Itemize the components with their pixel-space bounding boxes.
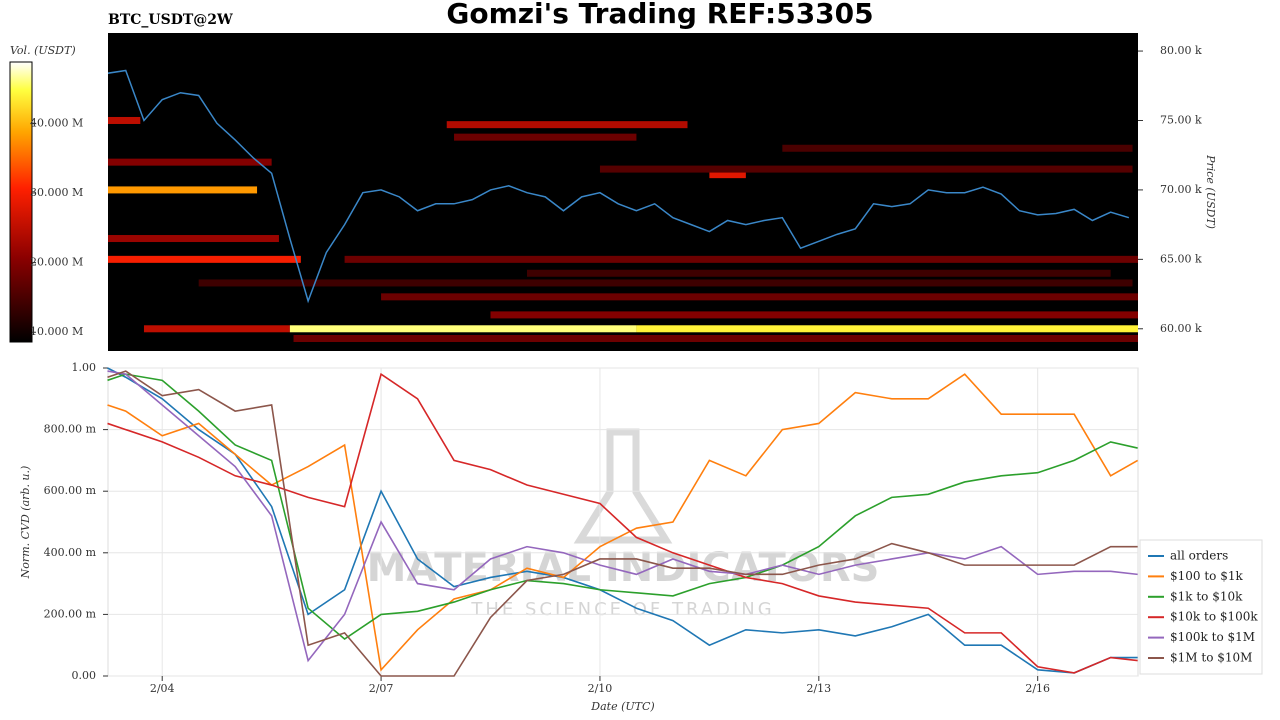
y2-tick-label: 60.00 k <box>1160 322 1202 335</box>
colorbar-tick-label: 30.000 M <box>30 186 83 199</box>
y-tick-label: 800.00 m <box>44 423 97 436</box>
x-tick-label: 2/16 <box>1025 682 1050 695</box>
y-tick-label: 200.00 m <box>44 607 97 620</box>
y-tick-label: 600.00 m <box>44 484 97 497</box>
colorbar-label: Vol. (USDT) <box>10 44 76 57</box>
heatmap-band <box>446 121 688 129</box>
cvd-line <box>107 370 1138 663</box>
heatmap-band <box>108 186 258 194</box>
legend-label: all orders <box>1170 549 1228 563</box>
legend <box>1139 539 1263 675</box>
colorbar-tick-label: 10.000 M <box>30 325 83 338</box>
x-tick-label: 2/04 <box>150 682 175 695</box>
legend-label: $100 to $1k <box>1170 569 1243 583</box>
legend-label: $10k to $100k <box>1170 610 1258 624</box>
y2-tick-label: 65.00 k <box>1160 252 1202 265</box>
x-tick-label: 2/10 <box>588 682 613 695</box>
colorbar <box>9 61 33 343</box>
cvd-line <box>107 373 1138 641</box>
watermark-subtitle: THE SCIENCE OF TRADING <box>470 599 774 620</box>
y-tick-label: 1.00 <box>72 361 97 374</box>
x-tick-label: 2/07 <box>369 682 394 695</box>
heatmap-band <box>381 293 1138 301</box>
heatmap-background <box>108 33 1138 351</box>
y2-tick-label: 70.00 k <box>1160 183 1202 196</box>
chart-subtitle: BTC_USDT@2W <box>108 12 233 28</box>
cvd-line <box>107 367 1138 674</box>
price-line <box>108 69 1130 304</box>
cvd-line <box>107 372 1138 674</box>
cvd-plot-area <box>107 367 1139 677</box>
y-tick-label: 0.00 <box>72 669 97 682</box>
y2-tick-label: 75.00 k <box>1160 113 1202 126</box>
chart-title: Gomzi's Trading REF:53305 <box>446 0 873 30</box>
y-axis-label: Norm. CVD (arb. u.) <box>19 466 32 580</box>
heatmap-band <box>108 158 272 166</box>
heatmap-band <box>782 144 1133 152</box>
heatmap-band <box>454 133 637 141</box>
watermark-flask <box>573 428 673 544</box>
heatmap-band <box>526 269 1111 277</box>
legend-label: $100k to $1M <box>1170 630 1255 644</box>
heatmap-band <box>490 311 1138 319</box>
legend-label: $1k to $10k <box>1170 589 1243 603</box>
legend-label: $1M to $10M <box>1170 651 1252 665</box>
heatmap-band <box>599 165 1133 173</box>
heatmap-band <box>198 279 1133 287</box>
heatmap-band <box>108 235 279 243</box>
y-tick-label: 400.00 m <box>44 546 97 559</box>
heatmap-band <box>289 325 637 333</box>
heatmap-band <box>143 325 290 333</box>
cvd-line <box>107 373 1139 672</box>
heatmap-band <box>344 255 1138 263</box>
heatmap-band <box>709 171 746 179</box>
watermark-title: MATERIAL INDICATORS <box>367 545 880 591</box>
y2-axis-label: Price (USDT) <box>1204 154 1217 229</box>
y2-tick-label: 80.00 k <box>1160 44 1202 57</box>
heatmap-band <box>108 255 301 263</box>
heatmap-band <box>293 335 1138 343</box>
colorbar-tick-label: 20.000 M <box>30 256 83 269</box>
heatmap-band <box>636 325 1138 333</box>
heatmap <box>108 69 1138 343</box>
cvd-line <box>107 370 1138 677</box>
x-axis-label: Date (UTC) <box>590 700 654 713</box>
colorbar-tick-label: 40.000 M <box>30 116 83 129</box>
heatmap-band <box>108 116 141 124</box>
x-tick-label: 2/13 <box>806 682 831 695</box>
